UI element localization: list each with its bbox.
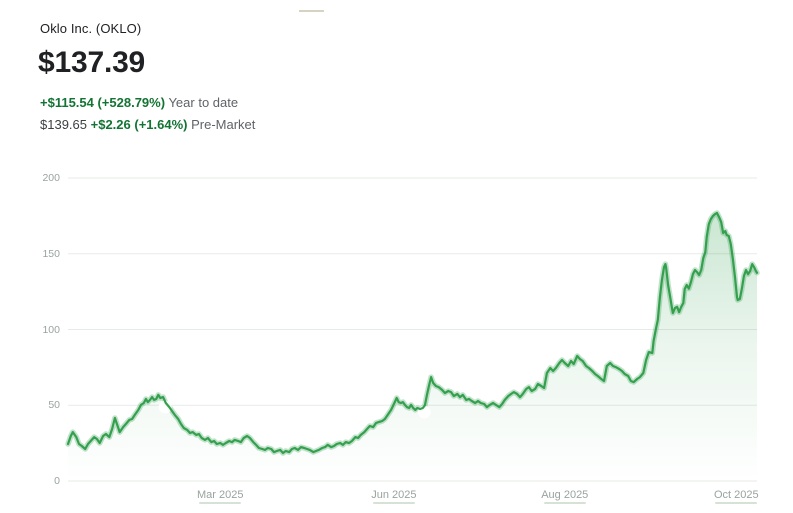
ytd-change-value: +$115.54 (+528.79%)	[40, 95, 166, 110]
top-dash	[299, 10, 324, 12]
y-axis-tick-label: 200	[42, 172, 60, 184]
premarket-label: Pre-Market	[191, 117, 256, 132]
event-marker-dot	[158, 400, 172, 414]
area-fill	[68, 213, 757, 481]
x-axis-tick-label: Jun 2025	[371, 489, 417, 501]
x-axis-tick-label: Oct 2025	[714, 489, 759, 501]
x-axis-tick-label: Mar 2025	[197, 489, 244, 501]
y-axis-tick-label: 150	[42, 247, 60, 260]
y-axis-tick-label: 0	[54, 475, 60, 487]
y-axis-tick-label: 50	[48, 399, 60, 412]
current-price: $137.39	[38, 46, 146, 79]
premarket-line: $139.65 +$2.26 (+1.64%) Pre-Market	[40, 117, 255, 132]
company-title: Oklo Inc. (OKLO)	[40, 21, 142, 36]
ytd-change-line: +$115.54 (+528.79%) Year to date	[40, 95, 238, 110]
x-axis-tick-dash	[715, 502, 758, 504]
x-axis-tick-label: Aug 2025	[541, 489, 589, 501]
x-axis-tick-dash	[199, 502, 242, 504]
premarket-price: $139.65	[40, 117, 87, 132]
price-line	[66, 211, 759, 455]
x-axis-tick-dash	[372, 502, 415, 504]
premarket-change-value: +$2.26 (+1.64%)	[90, 117, 188, 132]
ytd-change-label: Year to date	[168, 95, 239, 110]
y-axis-tick-label: 100	[42, 323, 60, 336]
x-axis-tick-dash	[543, 502, 586, 504]
